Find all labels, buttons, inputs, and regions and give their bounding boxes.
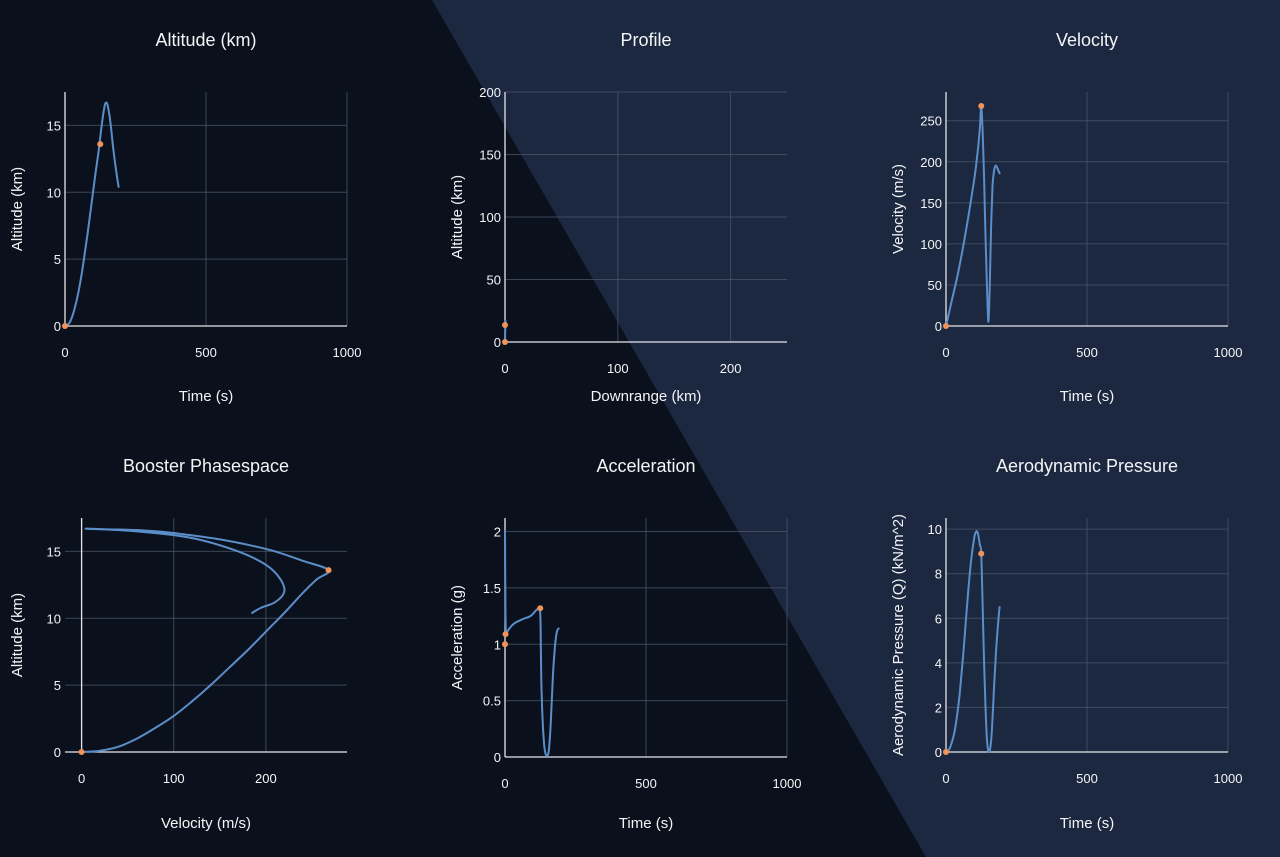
background-diagonal-band [432,0,1280,857]
